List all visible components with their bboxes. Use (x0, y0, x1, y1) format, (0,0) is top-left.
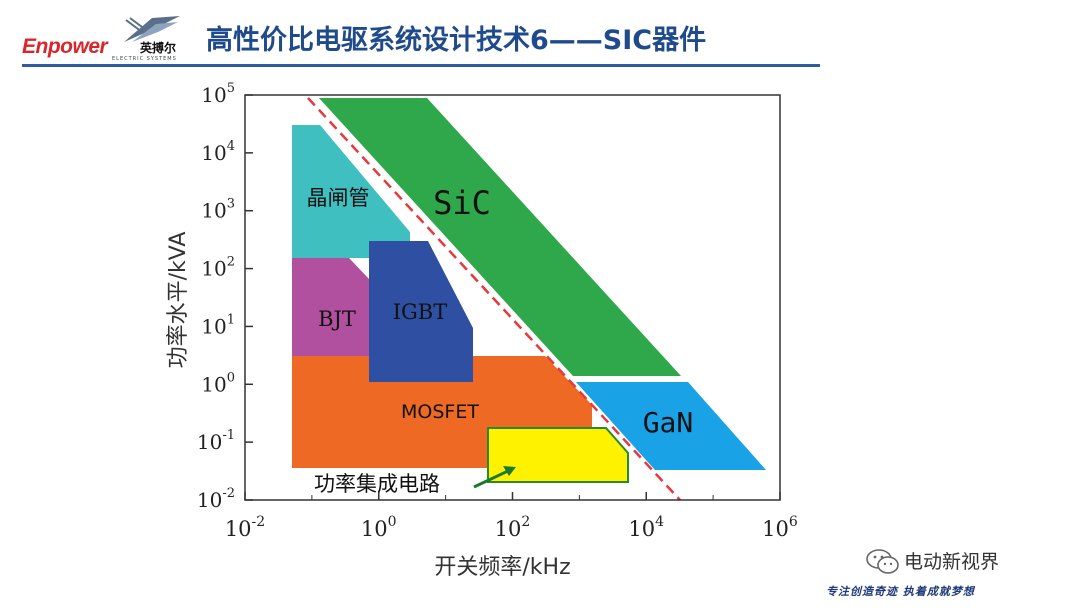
x-tick-label: 104 (628, 514, 664, 541)
y-tick-label: 10-1 (197, 428, 235, 454)
power-ic-pointer (473, 468, 511, 489)
power-ic-pointer-head (503, 466, 516, 476)
logo-wing-icon (124, 16, 180, 42)
wechat-icon (866, 549, 899, 574)
label-bjt: BJT (318, 307, 356, 331)
y-tick-label: 100 (201, 370, 235, 396)
region-power-ic (487, 427, 629, 483)
region-bjt (292, 258, 370, 390)
label-power-ic: 功率集成电路 (314, 472, 440, 496)
boundary-dashed-line (307, 97, 681, 501)
region-igbt (369, 241, 473, 382)
power-frequency-chart: 10-2 100 102 104 106 105 104 103 102 101 100 10-1 10… (166, 81, 798, 580)
label-igbt: IGBT (393, 300, 448, 324)
y-tick-label: 102 (201, 255, 235, 281)
y-tick-label: 104 (201, 139, 235, 165)
x-tick-label: 106 (762, 514, 798, 541)
region-mosfet (292, 356, 592, 468)
watermark-slogan: 专注创造奇迹 执着成就梦想 (826, 585, 975, 598)
y-tick-label: 103 (201, 197, 235, 223)
y-tick-label: 10-2 (197, 486, 235, 512)
x-tick-label: 102 (495, 514, 531, 541)
x-tick-label: 10-2 (225, 514, 265, 541)
logo-cn: 英搏尔 (140, 41, 177, 55)
logo-subtext: ELECTRIC SYSTEMS (112, 56, 177, 62)
x-axis-label: 开关频率/kHz (434, 555, 570, 580)
label-gan: GaN (643, 406, 694, 439)
y-tick-label: 101 (201, 312, 235, 338)
watermark-name: 电动新视界 (904, 551, 1000, 573)
region-gan (576, 382, 766, 470)
slide-title: 高性价比电驱系统设计技术6——SIC器件 (206, 25, 707, 56)
label-thyristor: 晶闸管 (307, 186, 370, 210)
x-tick-label: 100 (361, 514, 397, 541)
region-sic (319, 98, 681, 376)
enpower-logo: Enpower 英搏尔 ELECTRIC SYSTEMS (22, 14, 187, 64)
y-tick-label: 105 (201, 81, 235, 107)
label-sic: SiC (433, 184, 491, 222)
label-mosfet: MOSFET (401, 401, 479, 423)
title-underline (22, 64, 820, 67)
region-thyristor (292, 125, 410, 258)
y-axis-label: 功率水平/kVA (166, 232, 191, 369)
logo-text: Enpower (22, 35, 108, 58)
